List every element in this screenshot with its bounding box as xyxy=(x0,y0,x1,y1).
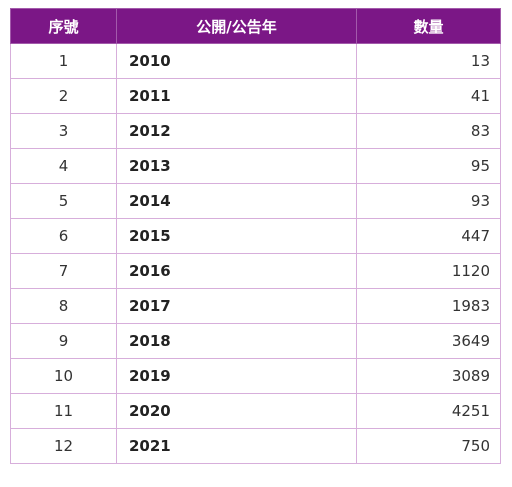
row-year-cell: 2013 xyxy=(116,148,357,184)
row-count-cell: 95 xyxy=(356,148,501,184)
row-count-cell: 1120 xyxy=(356,253,501,289)
row-seq-cell: 10 xyxy=(10,358,117,394)
row-seq-cell: 3 xyxy=(10,113,117,149)
row-year-cell: 2014 xyxy=(116,183,357,219)
table-row: 11 2020 4251 xyxy=(10,393,501,429)
table-row: 12 2021 750 xyxy=(10,428,501,464)
table-row: 7 2016 1120 xyxy=(10,253,501,289)
header-count: 數量 xyxy=(356,8,501,44)
data-table-container: 序號 公開/公告年 數量 1 2010 13 2 2011 41 3 2012 83 4 2013 9… xyxy=(10,8,501,464)
row-count-cell: 4251 xyxy=(356,393,501,429)
row-seq-cell: 11 xyxy=(10,393,117,429)
row-year-cell: 2015 xyxy=(116,218,357,254)
row-count-cell: 93 xyxy=(356,183,501,219)
row-year-cell: 2010 xyxy=(116,43,357,79)
table-row: 2 2011 41 xyxy=(10,78,501,114)
row-seq-cell: 2 xyxy=(10,78,117,114)
row-year-cell: 2012 xyxy=(116,113,357,149)
row-seq-cell: 4 xyxy=(10,148,117,184)
row-year-cell: 2018 xyxy=(116,323,357,359)
row-year-cell: 2017 xyxy=(116,288,357,324)
table-row: 9 2018 3649 xyxy=(10,323,501,359)
row-seq-cell: 5 xyxy=(10,183,117,219)
table-row: 5 2014 93 xyxy=(10,183,501,219)
row-year-cell: 2011 xyxy=(116,78,357,114)
row-seq-cell: 7 xyxy=(10,253,117,289)
row-count-cell: 3649 xyxy=(356,323,501,359)
table-row: 1 2010 13 xyxy=(10,43,501,79)
row-seq-cell: 6 xyxy=(10,218,117,254)
header-seq: 序號 xyxy=(10,8,117,44)
row-seq-cell: 1 xyxy=(10,43,117,79)
table-row: 3 2012 83 xyxy=(10,113,501,149)
row-count-cell: 750 xyxy=(356,428,501,464)
table-body: 1 2010 13 2 2011 41 3 2012 83 4 2013 95 5 2014 93 6 2015… xyxy=(10,43,501,464)
row-count-cell: 41 xyxy=(356,78,501,114)
row-seq-cell: 8 xyxy=(10,288,117,324)
row-count-cell: 1983 xyxy=(356,288,501,324)
table-row: 4 2013 95 xyxy=(10,148,501,184)
row-year-cell: 2021 xyxy=(116,428,357,464)
row-year-cell: 2020 xyxy=(116,393,357,429)
table-row: 6 2015 447 xyxy=(10,218,501,254)
row-seq-cell: 12 xyxy=(10,428,117,464)
row-year-cell: 2019 xyxy=(116,358,357,394)
table-row: 10 2019 3089 xyxy=(10,358,501,394)
row-count-cell: 83 xyxy=(356,113,501,149)
header-year: 公開/公告年 xyxy=(116,8,357,44)
table-header-row: 序號 公開/公告年 數量 xyxy=(10,8,501,44)
row-seq-cell: 9 xyxy=(10,323,117,359)
row-year-cell: 2016 xyxy=(116,253,357,289)
publication-count-table: 序號 公開/公告年 數量 1 2010 13 2 2011 41 3 2012 83 4 2013 9… xyxy=(10,8,501,464)
table-row: 8 2017 1983 xyxy=(10,288,501,324)
row-count-cell: 447 xyxy=(356,218,501,254)
row-count-cell: 13 xyxy=(356,43,501,79)
row-count-cell: 3089 xyxy=(356,358,501,394)
